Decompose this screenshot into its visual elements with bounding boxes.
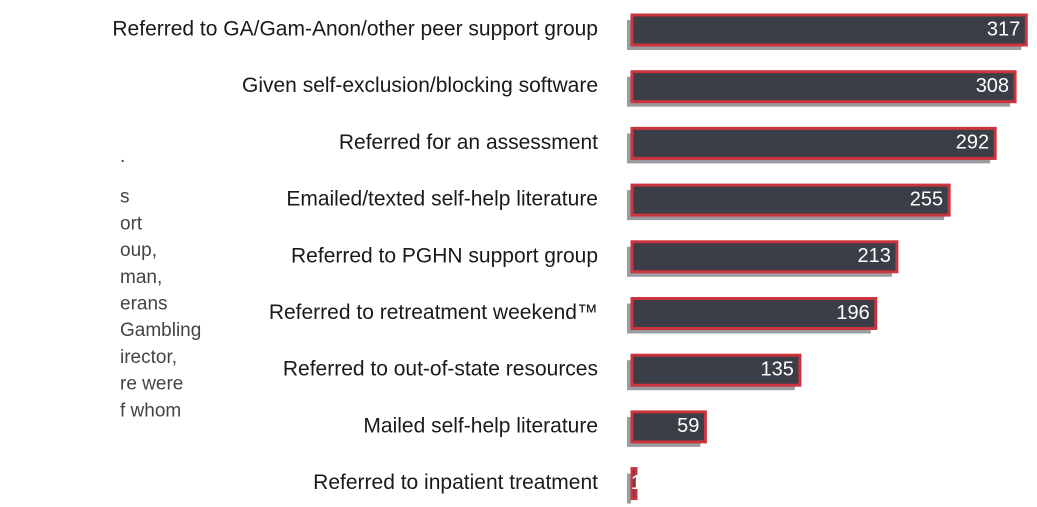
value-label: 317 [987, 18, 1020, 40]
category-label: Mailed self-help literature [363, 414, 598, 437]
value-label: 255 [910, 188, 943, 210]
category-label: Referred to PGHN support group [291, 244, 598, 267]
side-text-line: irector, [120, 347, 177, 368]
value-label: 59 [677, 415, 699, 437]
bar-shadow [627, 473, 631, 504]
side-text-line: oup, [120, 240, 157, 261]
category-label: Referred for an assessment [339, 131, 598, 154]
side-text-line: f whom [120, 400, 181, 421]
value-label: 292 [956, 132, 989, 154]
bar [630, 70, 1017, 104]
side-text-line: man, [120, 267, 162, 288]
value-label: 308 [976, 75, 1009, 97]
side-text-line: erans [120, 294, 168, 315]
value-label: 196 [836, 302, 869, 324]
value-label: 213 [858, 245, 891, 267]
side-text-line: s [120, 187, 130, 208]
value-label: 1 [631, 472, 642, 494]
category-label: Emailed/texted self-help literature [286, 188, 598, 211]
side-text: . s ort oup, man, erans Gambling irector, re wer… [120, 146, 201, 421]
category-label: Referred to retreatment weekend™ [269, 301, 598, 324]
category-label: Referred to inpatient treatment [313, 471, 598, 494]
bar [630, 183, 951, 217]
bar [630, 297, 878, 330]
value-label: 135 [761, 358, 794, 380]
category-label: Given self-exclusion/blocking software [242, 74, 598, 97]
side-text-line: ort [120, 213, 143, 234]
bar [630, 353, 802, 387]
category-label: Referred to out-of-state resources [283, 358, 598, 381]
side-text-line: re were [120, 374, 183, 395]
bar [630, 467, 638, 501]
side-text-line: . [120, 146, 125, 167]
bar [630, 410, 707, 444]
bar [630, 126, 997, 160]
side-text-line: Gambling [120, 320, 201, 341]
bar [630, 240, 899, 274]
category-label: Referred to GA/Gam-Anon/other peer suppo… [112, 18, 598, 41]
bar [630, 13, 1028, 47]
